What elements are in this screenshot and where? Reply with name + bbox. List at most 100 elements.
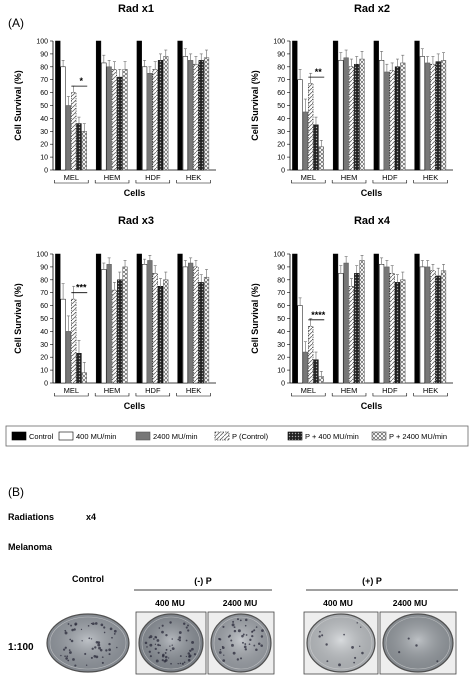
bar — [55, 253, 61, 384]
chart-title: Rad x4 — [354, 215, 391, 227]
colony — [171, 647, 175, 651]
colony — [242, 633, 245, 636]
bar — [198, 282, 204, 384]
plus-p-2400-label: 2400 MU — [393, 598, 428, 608]
colony — [191, 640, 195, 644]
colony — [108, 648, 111, 652]
bar — [163, 279, 169, 384]
category-label: HEK — [423, 173, 438, 182]
dish-sheen — [307, 614, 375, 672]
significance-marker: *** — [76, 283, 87, 293]
bar — [414, 253, 420, 384]
colony — [219, 649, 222, 651]
bar — [400, 62, 406, 171]
bar — [106, 66, 112, 171]
colony — [248, 643, 251, 646]
colony — [187, 629, 190, 632]
y-tick-label: 40 — [40, 329, 48, 336]
legend-entry: 400 MU/min — [76, 432, 116, 441]
bar — [297, 79, 303, 171]
x-axis-label: Cells — [361, 401, 383, 411]
category-bracket — [291, 393, 326, 397]
colony — [255, 626, 258, 628]
bar — [81, 372, 87, 384]
y-tick-label: 80 — [277, 64, 285, 71]
colony — [237, 629, 241, 633]
legend-swatch — [135, 431, 151, 441]
bar — [177, 40, 183, 171]
colony — [74, 664, 77, 667]
colony — [191, 647, 194, 651]
bar — [188, 262, 194, 384]
colony — [318, 635, 321, 638]
bar — [343, 262, 349, 384]
legend-swatch — [214, 431, 230, 441]
bar — [297, 305, 303, 384]
colony — [170, 662, 172, 665]
bar — [198, 60, 204, 171]
colony — [90, 622, 93, 625]
y-tick-label: 90 — [277, 51, 285, 58]
bar — [419, 56, 425, 171]
bar — [425, 266, 431, 384]
bar — [440, 270, 447, 384]
colony — [241, 634, 244, 638]
colony — [178, 639, 182, 642]
colony — [153, 638, 155, 640]
panel-b-label: (B) — [8, 485, 24, 499]
category-label: MEL — [301, 173, 316, 182]
colony — [159, 644, 162, 647]
colony — [88, 637, 91, 640]
bar — [430, 270, 436, 384]
colony — [338, 663, 341, 667]
colony — [359, 645, 361, 647]
y-tick-label: 70 — [277, 290, 285, 297]
y-tick-label: 20 — [277, 142, 285, 149]
category-label: HEK — [186, 386, 201, 395]
colony — [257, 642, 261, 646]
y-tick-label: 100 — [273, 252, 285, 259]
bar — [348, 286, 355, 384]
colony — [90, 638, 93, 640]
bar — [55, 40, 61, 171]
colony — [149, 655, 152, 658]
colony — [171, 638, 173, 640]
colony — [64, 629, 67, 632]
colony — [149, 635, 153, 639]
bar — [414, 40, 420, 171]
colony — [249, 638, 252, 641]
category-bracket — [331, 393, 367, 397]
colony — [111, 636, 113, 639]
colony — [187, 658, 191, 662]
colony — [255, 648, 258, 652]
minus-p-400-label: 400 MU — [155, 598, 185, 608]
bar — [81, 131, 87, 171]
colony — [222, 625, 225, 628]
category-label: HDF — [145, 386, 161, 395]
colony — [182, 622, 186, 625]
bar — [111, 69, 118, 171]
colony — [93, 654, 97, 658]
colony — [161, 654, 165, 658]
colony — [179, 662, 182, 665]
bar — [76, 353, 82, 384]
category-bracket — [331, 180, 367, 184]
category-label: HDF — [382, 173, 398, 182]
bar — [359, 260, 365, 384]
bar — [95, 40, 102, 171]
colony — [154, 647, 157, 651]
category-bracket — [94, 180, 130, 184]
colony — [228, 634, 232, 637]
colony — [64, 655, 66, 658]
plus-p-group-label: (+) P — [362, 576, 382, 586]
colony — [87, 624, 90, 627]
bar — [157, 286, 164, 384]
colony — [325, 643, 328, 646]
category-bracket — [413, 393, 448, 397]
bar — [65, 105, 71, 171]
colony — [68, 649, 71, 651]
colony — [103, 631, 106, 634]
bar — [313, 124, 319, 171]
